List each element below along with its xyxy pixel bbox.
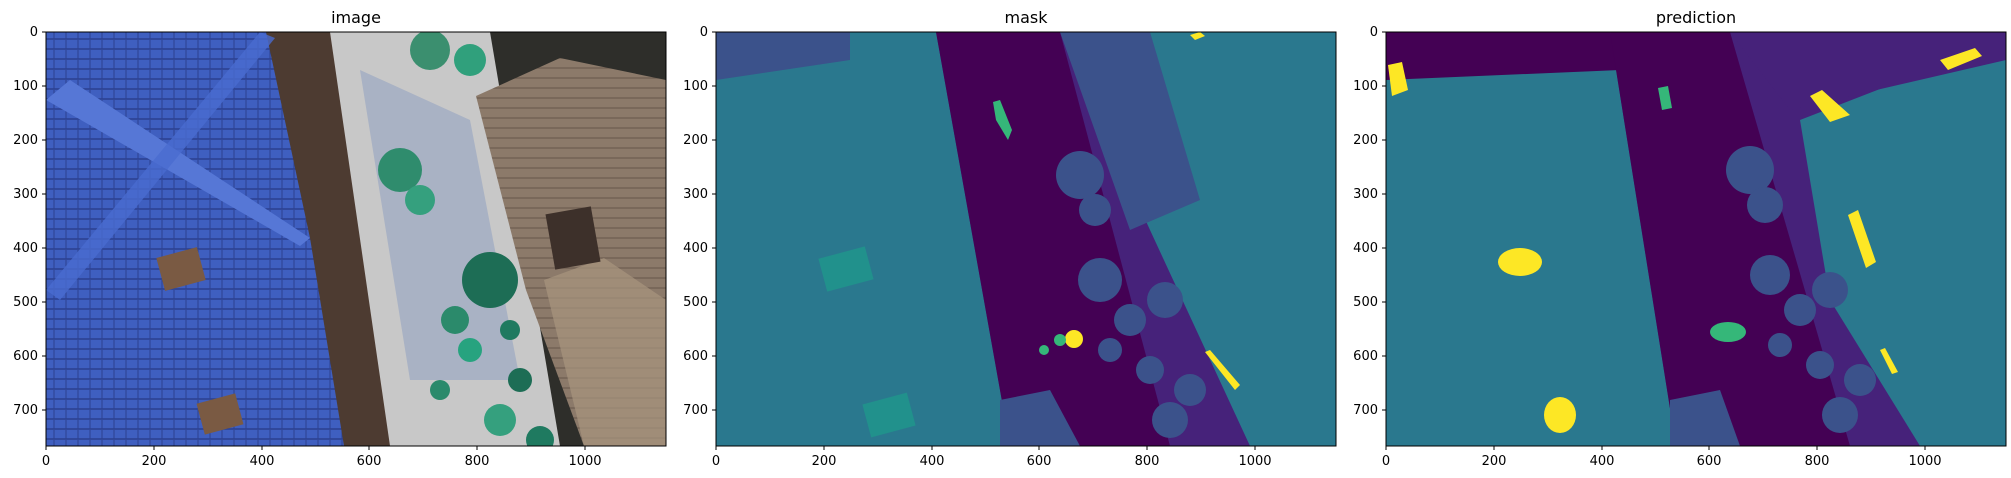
y-tick-label: 200 <box>13 133 38 148</box>
mask-image <box>716 32 1336 446</box>
y-tick-label: 700 <box>683 403 708 418</box>
x-ticks: 0 200 400 600 800 1000 <box>1382 446 1942 469</box>
aerial-photo <box>46 32 666 446</box>
y-tick-label: 600 <box>683 349 708 364</box>
y-ticks: 0 100 200 300 400 500 600 700 <box>13 25 46 418</box>
x-tick-label: 600 <box>357 454 382 469</box>
x-tick-label: 200 <box>812 454 837 469</box>
y-tick-label: 300 <box>13 187 38 202</box>
y-tick-label: 500 <box>683 295 708 310</box>
y-ticks: 0 100 200 300 400 500 600 700 <box>683 25 716 418</box>
x-tick-label: 600 <box>1697 454 1722 469</box>
y-tick-label: 600 <box>1353 349 1378 364</box>
y-tick-label: 400 <box>13 241 38 256</box>
x-tick-label: 800 <box>1805 454 1830 469</box>
axes-frame <box>45 31 667 447</box>
y-tick-label: 500 <box>13 295 38 310</box>
panel-mask: mask <box>683 8 1337 469</box>
x-tick-label: 600 <box>1027 454 1052 469</box>
x-tick-label: 1000 <box>1238 454 1271 469</box>
y-tick-label: 200 <box>683 133 708 148</box>
y-tick-label: 500 <box>1353 295 1378 310</box>
x-tick-label: 0 <box>42 454 50 469</box>
x-tick-label: 800 <box>1135 454 1160 469</box>
y-tick-label: 200 <box>1353 133 1378 148</box>
x-ticks: 0 200 400 600 800 1000 <box>42 446 602 469</box>
x-tick-label: 200 <box>1482 454 1507 469</box>
axes-frame <box>715 31 1337 447</box>
x-tick-label: 400 <box>920 454 945 469</box>
x-tick-label: 400 <box>250 454 275 469</box>
y-tick-label: 400 <box>683 241 708 256</box>
y-tick-label: 300 <box>683 187 708 202</box>
x-tick-label: 1000 <box>568 454 601 469</box>
prediction-image <box>1386 32 2006 446</box>
y-tick-label: 300 <box>1353 187 1378 202</box>
panel-prediction: prediction <box>1353 8 2007 469</box>
axes-frame <box>1385 31 2007 447</box>
y-ticks: 0 100 200 300 400 500 600 700 <box>1353 25 1386 418</box>
y-tick-label: 0 <box>30 25 38 40</box>
x-tick-label: 0 <box>1382 454 1390 469</box>
y-tick-label: 0 <box>1370 25 1378 40</box>
x-ticks: 0 200 400 600 800 1000 <box>712 446 1272 469</box>
y-tick-label: 100 <box>683 79 708 94</box>
y-tick-label: 400 <box>1353 241 1378 256</box>
x-tick-label: 800 <box>465 454 490 469</box>
x-tick-label: 200 <box>142 454 167 469</box>
x-tick-label: 1000 <box>1908 454 1941 469</box>
y-tick-label: 700 <box>1353 403 1378 418</box>
y-tick-label: 700 <box>13 403 38 418</box>
y-tick-label: 0 <box>700 25 708 40</box>
x-tick-label: 400 <box>1590 454 1615 469</box>
x-tick-label: 0 <box>712 454 720 469</box>
panel-image: image <box>13 8 667 469</box>
y-tick-label: 100 <box>1353 79 1378 94</box>
panel-title-mask: mask <box>1005 8 1049 27</box>
panel-title-prediction: prediction <box>1656 8 1736 27</box>
y-tick-label: 100 <box>13 79 38 94</box>
y-tick-label: 600 <box>13 349 38 364</box>
panel-title-image: image <box>331 8 381 27</box>
